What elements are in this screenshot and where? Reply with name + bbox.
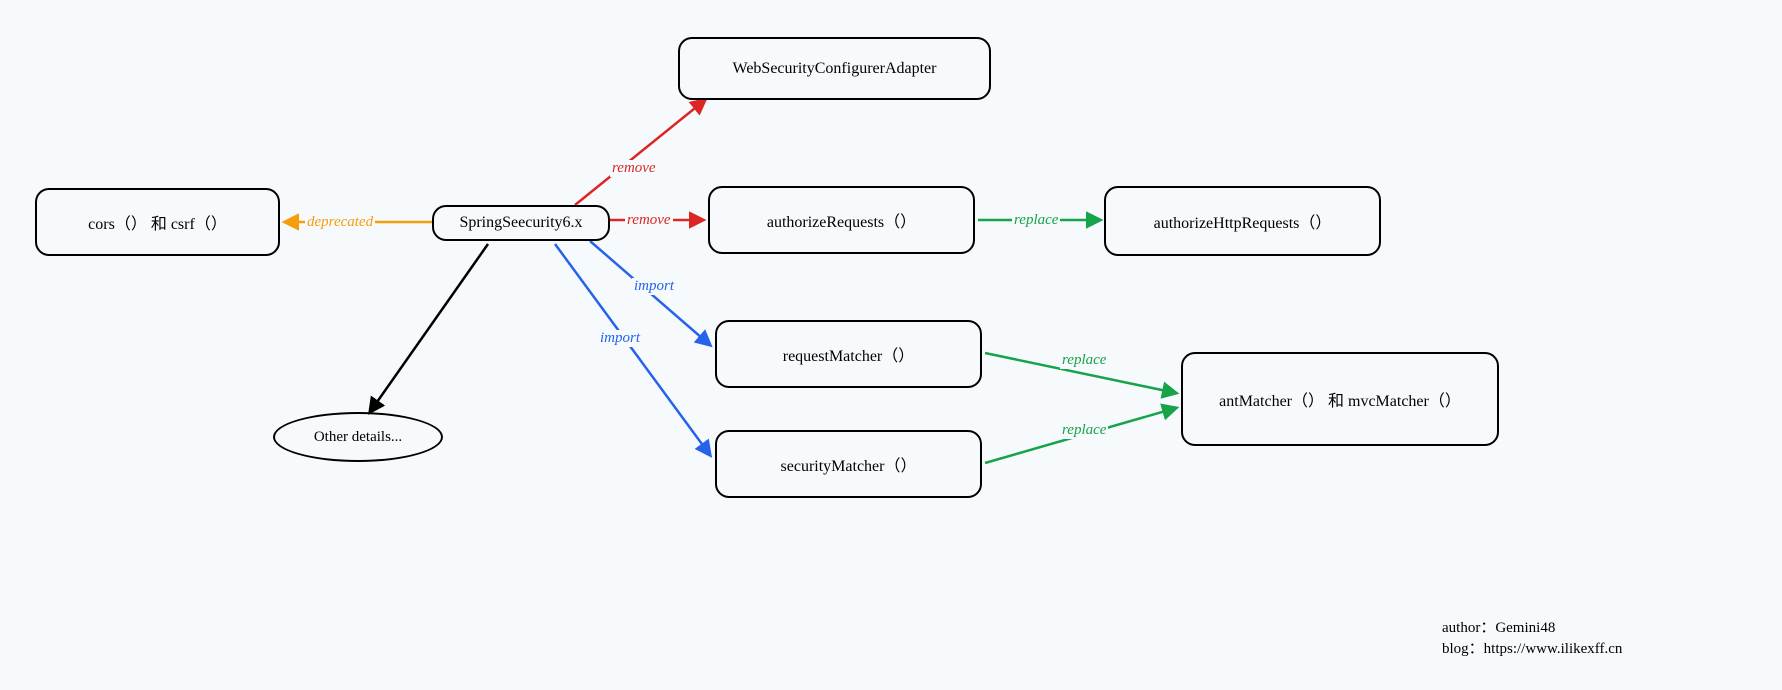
edge-label-deprecated-0: deprecated [305, 214, 375, 231]
footer-blog: blog：https://www.ilikexff.cn [1442, 639, 1622, 660]
node-label: requestMatcher（） [783, 342, 915, 366]
node-ant-mvc-matcher: antMatcher（） 和 mvcMatcher（） [1181, 352, 1499, 446]
node-cors-csrf: cors（） 和 csrf（） [35, 188, 280, 256]
edge-label-remove-2: remove [610, 160, 658, 177]
edge-label-remove-3: remove [625, 212, 673, 229]
node-label: SpringSeecurity6.x [459, 214, 582, 232]
node-label: securityMatcher（） [781, 452, 917, 476]
node-authorize-http-requests: authorizeHttpRequests（） [1104, 186, 1381, 256]
node-label: WebSecurityConfigurerAdapter [733, 60, 937, 78]
node-other-details: Other details... [273, 412, 443, 462]
node-label: cors（） 和 csrf（） [88, 210, 227, 234]
node-security-matcher: securityMatcher（） [715, 430, 982, 498]
footer-author: author：Gemini48 [1442, 618, 1622, 639]
node-label: Other details... [314, 429, 402, 446]
edge-label-replace-7: replace [1060, 352, 1108, 369]
node-label: antMatcher（） 和 mvcMatcher（） [1219, 387, 1461, 411]
edge-spring-secmatcher [555, 244, 710, 455]
edge-spring-websec [575, 100, 705, 205]
diagram-footer: author：Gemini48 blog：https://www.ilikexf… [1442, 618, 1622, 660]
node-spring-security: SpringSeecurity6.x [432, 205, 610, 241]
edge-label-replace-6: replace [1012, 212, 1060, 229]
node-websecurity-adapter: WebSecurityConfigurerAdapter [678, 37, 991, 100]
node-label: authorizeRequests（） [767, 208, 916, 232]
node-request-matcher: requestMatcher（） [715, 320, 982, 388]
edge-spring-other [370, 244, 488, 412]
node-authorize-requests: authorizeRequests（） [708, 186, 975, 254]
edge-label-import-4: import [632, 278, 676, 295]
edge-label-import-5: import [598, 330, 642, 347]
node-label: authorizeHttpRequests（） [1154, 209, 1332, 233]
edge-label-replace-8: replace [1060, 422, 1108, 439]
